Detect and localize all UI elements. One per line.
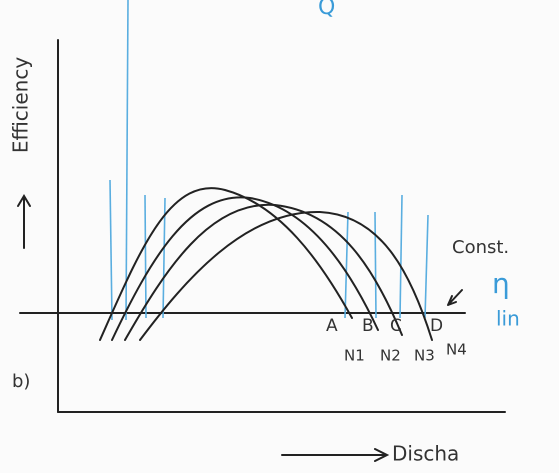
blue-line xyxy=(144,194,147,319)
blue-line xyxy=(344,211,349,319)
speed-label: N4 xyxy=(446,341,467,359)
blue-line xyxy=(125,0,129,321)
point-label: B xyxy=(362,316,374,336)
point-label: A xyxy=(326,316,338,336)
speed-label: N3 xyxy=(414,347,435,365)
y-arrow-head xyxy=(17,194,31,207)
blue-marks xyxy=(109,0,429,321)
curve xyxy=(111,196,379,341)
speed-label: N2 xyxy=(380,347,401,365)
x-arrow-head xyxy=(374,448,390,462)
speed-label: N1 xyxy=(344,347,365,365)
curve xyxy=(139,210,433,341)
annotation-arrow xyxy=(447,289,463,306)
annotation: η xyxy=(492,267,510,300)
point-label: C xyxy=(390,316,402,336)
point-label: D xyxy=(430,316,443,336)
blue-line xyxy=(109,179,113,321)
curve xyxy=(124,203,403,341)
blue-line xyxy=(399,194,403,319)
blue-line xyxy=(424,214,429,319)
curve xyxy=(99,187,353,341)
top-mark: Q xyxy=(318,0,335,20)
y-axis-label: Efficiency xyxy=(9,57,33,154)
blue-line xyxy=(374,211,377,319)
annotation: Const. xyxy=(452,237,509,258)
figure-label: b) xyxy=(12,371,30,392)
blue-line xyxy=(162,197,166,319)
x-axis-label: Discha xyxy=(392,442,459,466)
annotation: lin xyxy=(496,307,520,331)
